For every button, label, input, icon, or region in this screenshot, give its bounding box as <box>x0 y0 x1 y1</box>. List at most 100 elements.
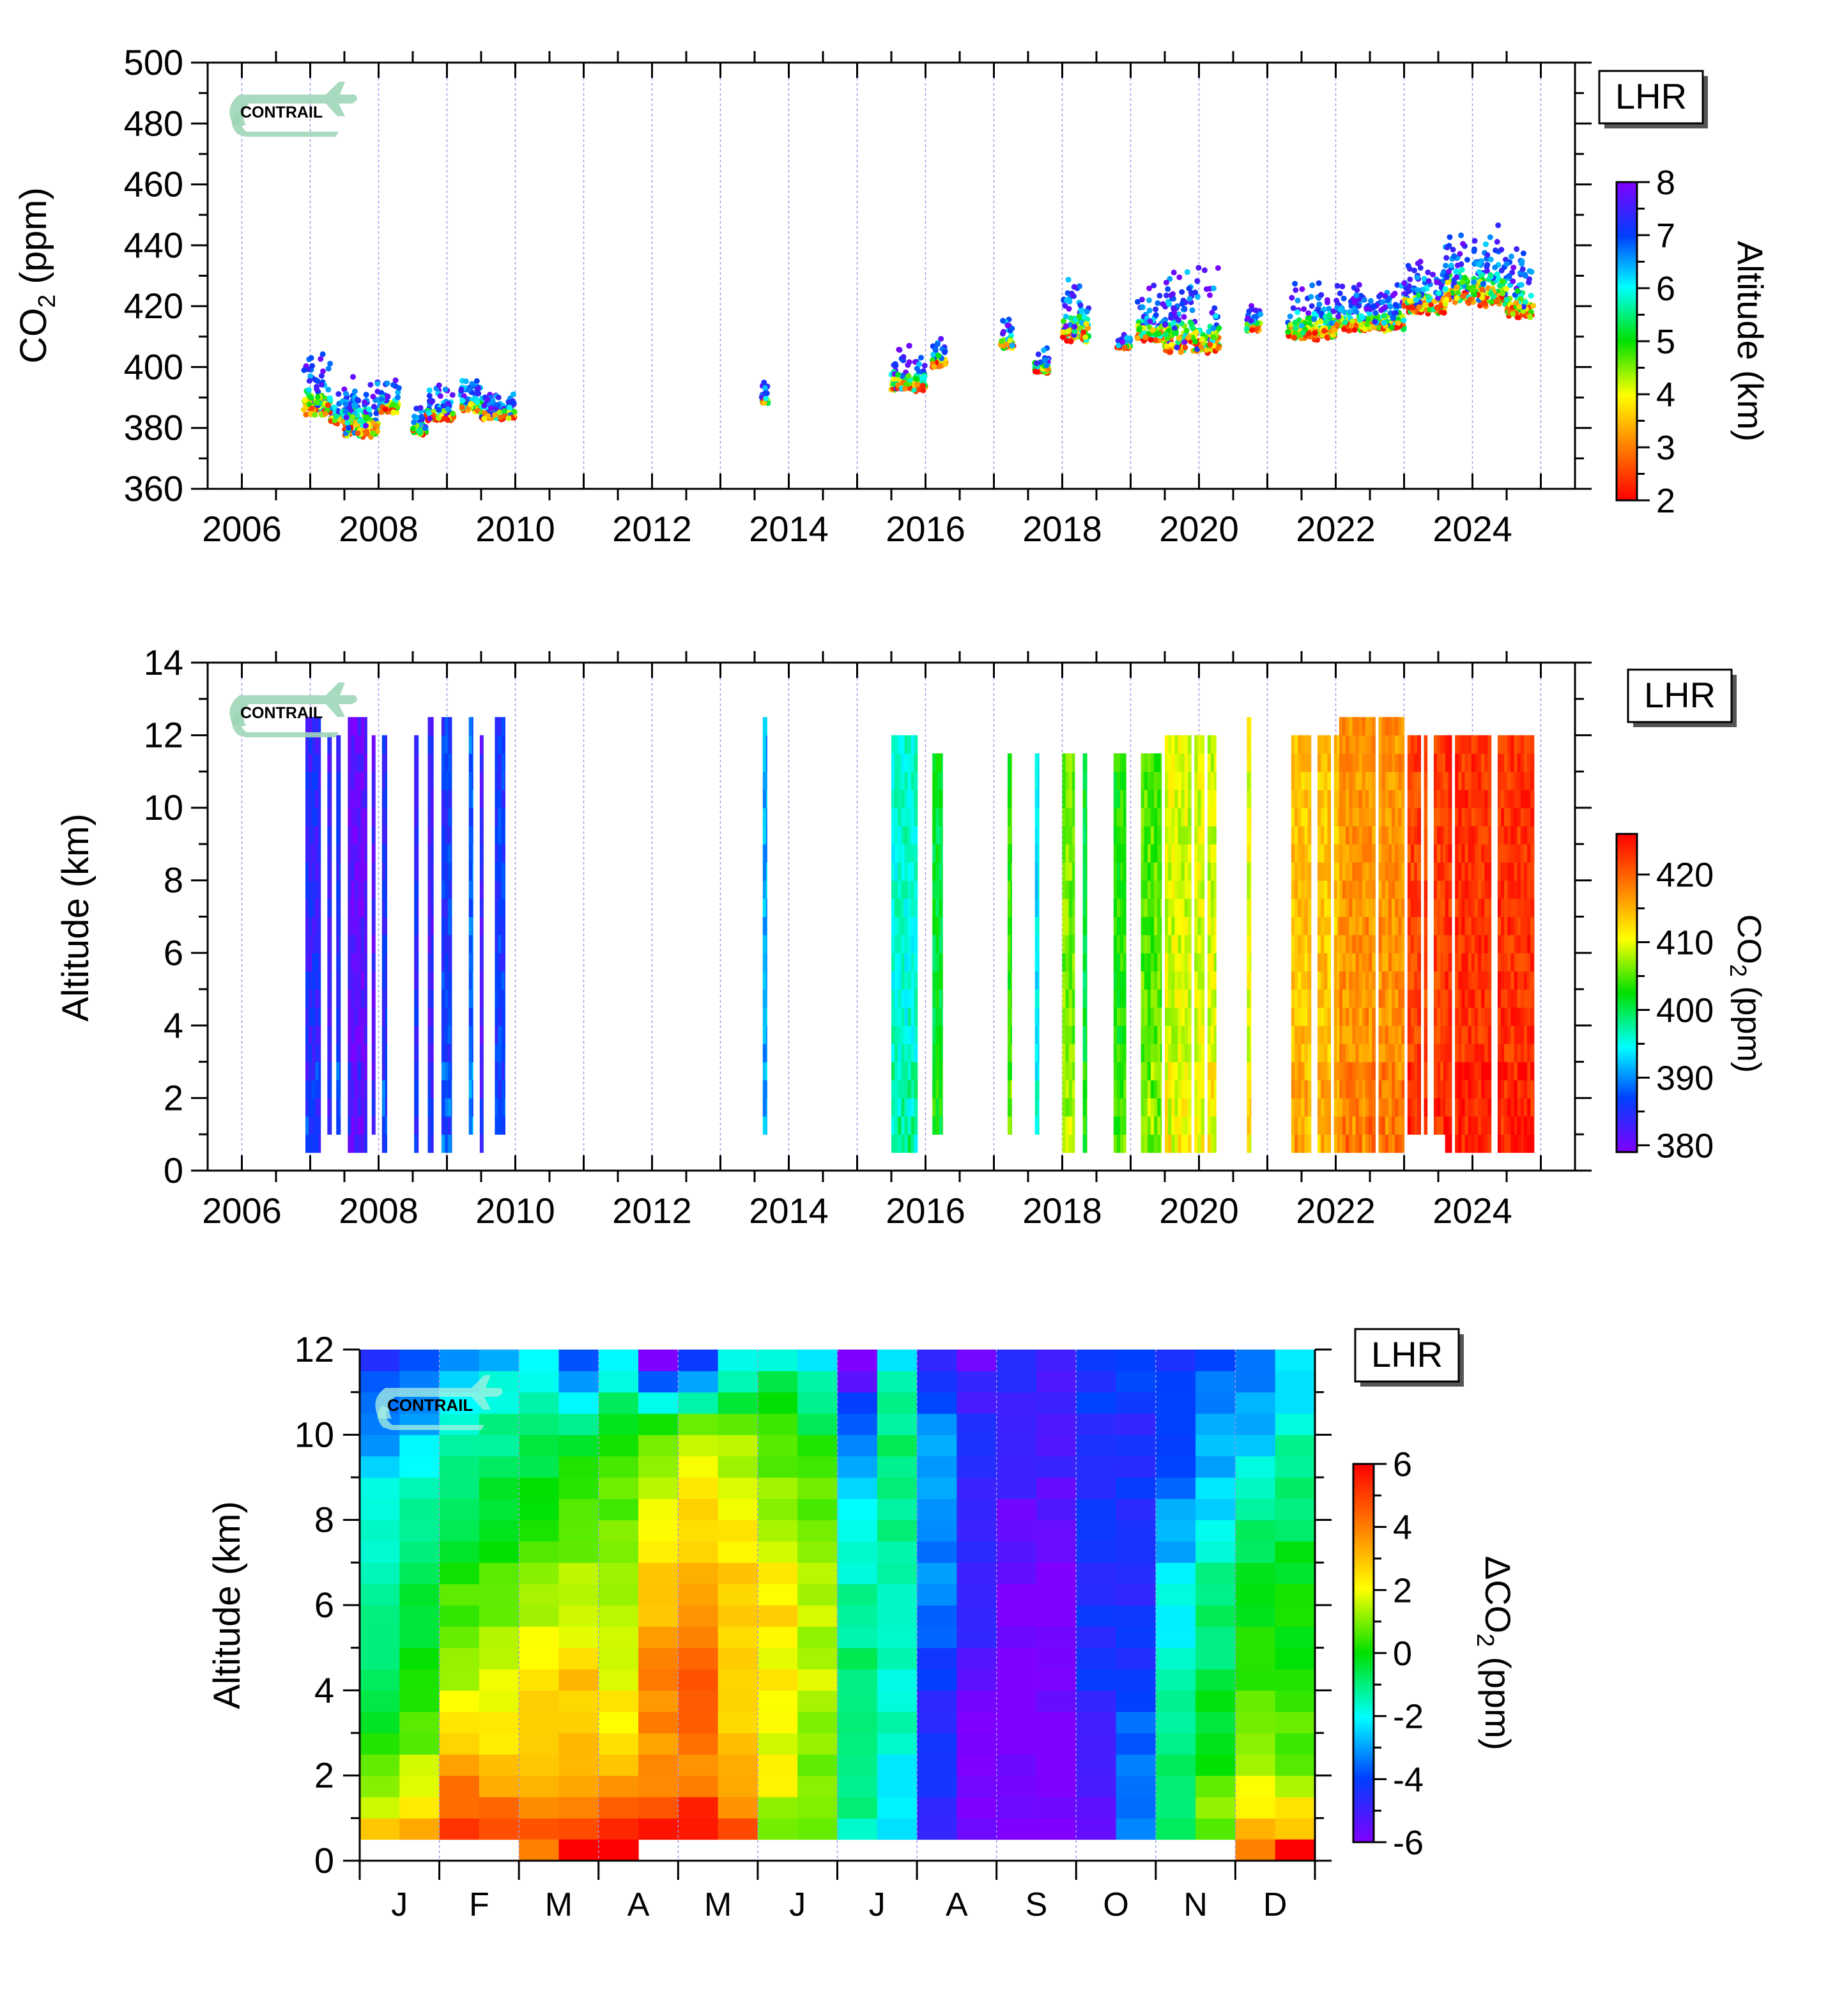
p2-heatmap-cell <box>427 1043 432 1063</box>
p1-data-point <box>1488 299 1494 305</box>
p2-heatmap-cell <box>385 1116 387 1135</box>
p2-heatmap-cell <box>910 1134 915 1153</box>
p2-heatmap-cell <box>1295 934 1298 953</box>
p2-heatmap-cell <box>360 862 365 881</box>
p2-heatmap-cell <box>305 789 309 808</box>
p2-heatmap-cell <box>1165 843 1169 863</box>
p2-heatmap-cell <box>910 953 915 972</box>
p2-heatmap-cell <box>1197 808 1202 827</box>
p2-heatmap-cell <box>448 916 452 935</box>
p2-heatmap-cell <box>898 753 902 772</box>
p2-heatmap-cell <box>762 753 767 772</box>
p2-heatmap-cell <box>318 1043 321 1063</box>
p2-heatmap-cell <box>315 1098 319 1117</box>
p2-heatmap-cell <box>468 1080 473 1098</box>
p1-data-point <box>1116 342 1122 349</box>
p2-heatmap-cell <box>1157 789 1161 808</box>
p2-heatmap-cell <box>472 880 473 899</box>
p2-heatmap-cell <box>357 808 362 827</box>
p2-heatmap-cell <box>468 1025 473 1044</box>
p1-data-point <box>351 388 358 394</box>
p2-heatmap-cell <box>371 771 376 790</box>
p2-heatmap-cell <box>1011 916 1012 935</box>
p2-heatmap-cell <box>891 898 895 918</box>
p2-heatmap-cell <box>1168 826 1172 845</box>
p2-heatmap-cell <box>305 862 309 881</box>
p2-heatmap-cell <box>318 771 321 790</box>
p2-heatmap-cell <box>1184 1098 1188 1117</box>
p2-heatmap-cell <box>364 916 367 935</box>
p2-heatmap-cell <box>939 898 943 918</box>
p2-heatmap-cell <box>445 953 449 972</box>
p2-heatmap-cell <box>330 1098 332 1117</box>
p2-heatmap-cell <box>431 1098 434 1117</box>
p2-heatmap-cell <box>1123 1098 1126 1117</box>
p2-heatmap-cell <box>351 1080 355 1098</box>
p2-heatmap-cell <box>1062 843 1066 863</box>
p1-data-point <box>1445 279 1451 286</box>
p2-heatmap-cell <box>1304 971 1309 990</box>
p2-heatmap-cell <box>354 1061 358 1081</box>
p1-data-point <box>1009 325 1015 332</box>
co2-altitude-time-panel: 2006 2008 2010 2012 2014 2016 2018 2020 2022 2024… <box>55 642 1767 1231</box>
p2-heatmap-cell <box>472 826 473 845</box>
p2-heatmap-cell <box>901 843 905 863</box>
p1-data-point <box>374 428 381 435</box>
p2-heatmap-cell <box>479 735 484 754</box>
p2-heatmap-cell <box>1120 826 1124 845</box>
p1-data-point <box>436 382 442 389</box>
p1-data-point <box>475 385 481 392</box>
p2-heatmap-cell <box>445 1061 449 1081</box>
p1-data-point <box>1520 250 1526 256</box>
p1-data-point <box>1471 248 1477 254</box>
p2-heatmap-cell <box>1116 862 1121 881</box>
p2-heatmap-cell <box>1011 934 1012 953</box>
p1-data-point <box>1506 273 1512 279</box>
p2-heatmap-cell <box>1062 862 1066 881</box>
p2-heatmap-cell <box>1123 971 1126 990</box>
p2-heatmap-cell <box>932 1025 936 1044</box>
p2-heatmap-cell <box>942 989 943 1008</box>
p2-heatmap-cell <box>1007 916 1011 935</box>
p2-heatmap-cell <box>1151 880 1155 899</box>
p2-heatmap-cell <box>1181 1007 1185 1026</box>
p2-heatmap-cell <box>1062 771 1066 790</box>
p2-heatmap-cell <box>1298 735 1302 754</box>
p2-heatmap-cell <box>498 753 502 772</box>
p2-heatmap-cell <box>374 1061 376 1081</box>
p2-heatmap-cell <box>427 826 432 845</box>
p1-data-point <box>1076 314 1082 319</box>
p2-heatmap-cell <box>448 843 452 863</box>
p1-data-point <box>510 391 516 397</box>
p2-heatmap-cell <box>1168 862 1172 881</box>
p2-heatmap-cell <box>1120 1061 1124 1081</box>
p2-heatmap-cell <box>315 1116 319 1135</box>
p1-data-point <box>436 415 442 421</box>
p2-heatmap-cell <box>1247 826 1251 845</box>
p1-data-point <box>1171 330 1178 336</box>
p2-heatmap-cell <box>336 753 340 772</box>
p2-heatmap-cell <box>1301 771 1305 790</box>
p2-heatmap-cell <box>354 717 358 736</box>
p1-colorbar-tick-label: 8 <box>1656 164 1675 202</box>
p2-heatmap-cell <box>1038 862 1040 881</box>
p2-heatmap-cell <box>1171 971 1175 990</box>
p1-data-point <box>1257 311 1264 318</box>
p1-data-point <box>1290 305 1296 311</box>
p2-heatmap-cell <box>1147 1098 1151 1117</box>
p2-heatmap-cell <box>766 1061 767 1081</box>
p2-heatmap-cell <box>305 843 309 863</box>
p1-data-point <box>1519 266 1526 272</box>
p2-heatmap-cell <box>1038 1061 1040 1081</box>
p1-data-point <box>1209 309 1215 316</box>
p2-heatmap-cell <box>348 880 351 899</box>
p1-data-point <box>1487 234 1493 240</box>
p2-heatmap-cell <box>1065 1025 1070 1044</box>
p2-heatmap-cell <box>427 934 432 953</box>
p2-heatmap-cell <box>1197 971 1202 990</box>
p2-heatmap-cell <box>381 789 386 808</box>
p2-heatmap-cell <box>495 753 499 772</box>
p2-heatmap-cell <box>339 789 341 808</box>
p2-heatmap-cell <box>1072 898 1075 918</box>
p2-heatmap-cell <box>895 934 898 953</box>
